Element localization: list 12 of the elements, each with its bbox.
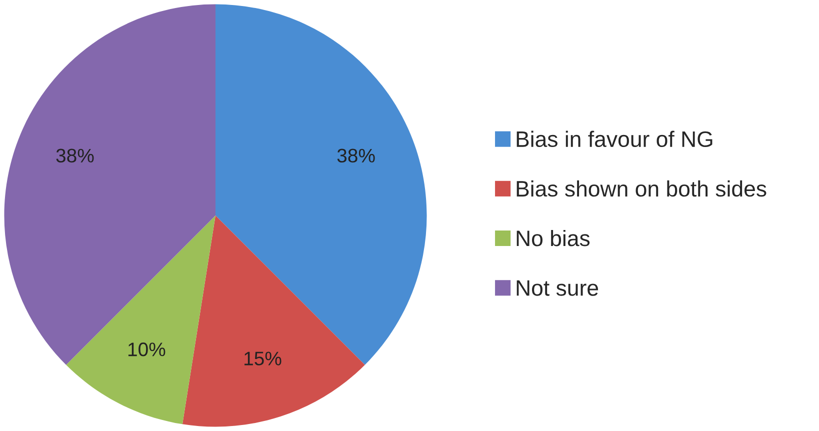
data-label: 15% — [244, 352, 282, 366]
pie-slice — [66, 216, 216, 424]
legend-label: Bias in favour of NG — [516, 130, 712, 148]
pie-slice — [182, 216, 365, 427]
data-label: 38% — [337, 148, 375, 163]
data-label: 10% — [128, 342, 166, 356]
data-label: 38% — [56, 148, 94, 163]
pie-slice — [216, 4, 427, 365]
legend-label: Bias shown on both sides — [516, 180, 766, 197]
legend-label: Not sure — [516, 280, 598, 296]
legend-label: No bias — [516, 230, 590, 246]
pie-slice — [4, 4, 216, 365]
